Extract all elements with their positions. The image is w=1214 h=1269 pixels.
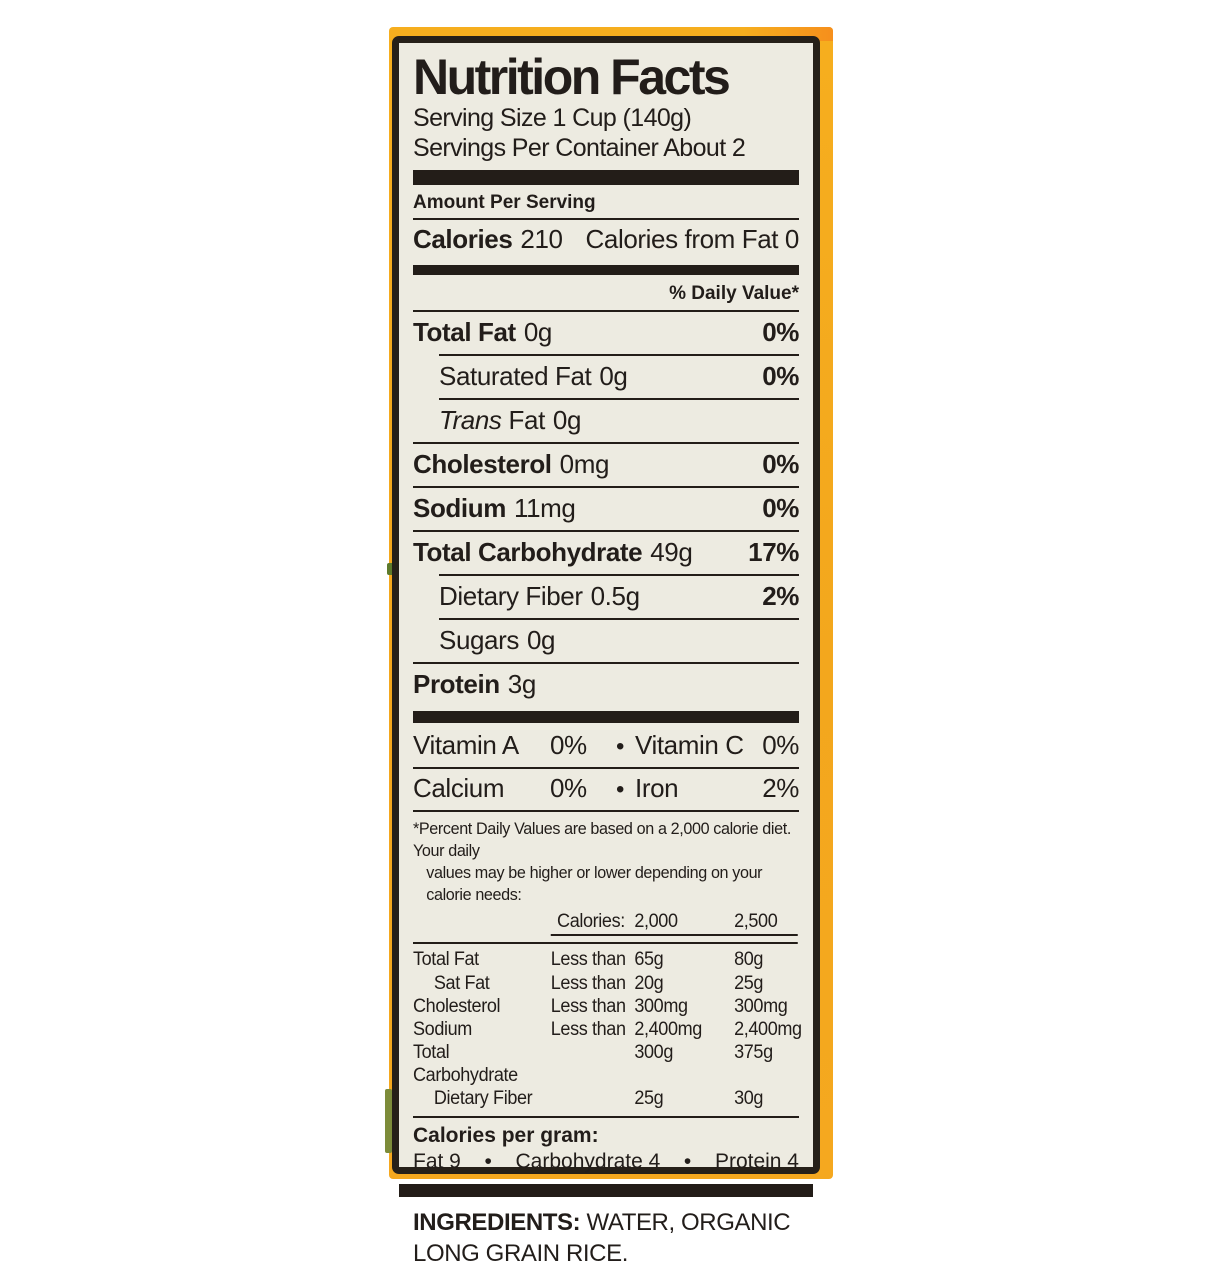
bullet-separator: • bbox=[615, 733, 624, 760]
rule bbox=[413, 218, 799, 220]
servings-per-container: Servings Per Container About 2 bbox=[413, 134, 746, 162]
label-title: Nutrition Facts bbox=[413, 49, 731, 105]
rule bbox=[439, 574, 799, 576]
thick-separator bbox=[413, 265, 799, 275]
daily-value-header: % Daily Value* bbox=[669, 283, 799, 304]
nutrient-row-protein: Protein 3g bbox=[413, 669, 536, 699]
rule bbox=[439, 354, 799, 356]
ingredients-label: INGREDIENTS: bbox=[413, 1208, 581, 1236]
nutrient-row-dietary-fiber: Dietary Fiber 0.5g 2% bbox=[439, 581, 799, 611]
dv-row-cholesterol: Cholesterol Less than 300mg 300mg bbox=[413, 995, 788, 1017]
dv-row-dietary-fiber: Dietary Fiber 25g 30g bbox=[433, 1088, 764, 1110]
package-edge-green-dot bbox=[387, 563, 394, 575]
ingredients-section: INGREDIENTS: WATER, ORGANIC LONG GRAIN R… bbox=[413, 1203, 799, 1269]
amount-per-serving: Amount Per Serving bbox=[413, 192, 596, 213]
dv-table-rows: Total Fat Less than 65g 80g Sat Fat Less… bbox=[413, 942, 802, 1110]
dv-row-total-carbohydrate: Total Carbohydrate 300g 375g bbox=[413, 1042, 773, 1087]
header-underline bbox=[550, 934, 799, 937]
serving-size: Serving Size 1 Cup (140g) bbox=[413, 104, 692, 132]
nutrient-row-sugars: Sugars 0g bbox=[439, 625, 556, 655]
calories-label: Calories bbox=[413, 224, 513, 254]
calories-per-gram-title: Calories per gram: bbox=[413, 1123, 599, 1147]
dv-row-sat-fat: Sat Fat Less than 20g 25g bbox=[433, 972, 764, 994]
calories-row: Calories 210 Calories from Fat 0 bbox=[413, 220, 799, 261]
rule bbox=[413, 662, 799, 664]
rule bbox=[413, 310, 799, 312]
vitamin-row-calcium-iron: Calcium 0% • Iron 2% bbox=[413, 769, 799, 812]
vitamin-row-a-c: Vitamin A 0% • Vitamin C 0% bbox=[413, 726, 799, 769]
dv-table-header: Calories: 2,000 2,500 bbox=[413, 910, 799, 937]
calories-from-fat: Calories from Fat 0 bbox=[585, 224, 800, 254]
rule bbox=[413, 530, 799, 532]
calories-value: 210 bbox=[520, 224, 563, 254]
bullet-separator: • bbox=[615, 776, 624, 803]
thick-separator bbox=[413, 170, 799, 185]
daily-value-footnote: *Percent Daily Values are based on a 2,0… bbox=[413, 819, 791, 905]
ingredients-divider bbox=[399, 1183, 813, 1197]
nutrition-facts-label: Nutrition Facts Serving Size 1 Cup (140g… bbox=[392, 36, 820, 1267]
bullet-separator: • bbox=[683, 1149, 692, 1173]
calories-left: Calories 210 bbox=[413, 224, 563, 255]
rule bbox=[413, 442, 799, 444]
rule bbox=[439, 618, 799, 620]
nutrient-row-sodium: Sodium 11mg 0% bbox=[413, 493, 799, 523]
dv-row-sodium: Sodium Less than 2,400mg 2,400mg bbox=[413, 1018, 802, 1040]
nutrient-row-saturated-fat: Saturated Fat 0g 0% bbox=[439, 361, 799, 391]
rule bbox=[439, 398, 799, 400]
rule bbox=[413, 1115, 799, 1118]
nutrient-row-trans-fat: Trans Fat 0g bbox=[439, 405, 582, 435]
nutrient-row-total-fat: Total Fat 0g 0% bbox=[413, 317, 799, 347]
thick-separator bbox=[413, 711, 799, 723]
calories-per-gram-values: Fat 9 • Carbohydrate 4 • Protein 4 bbox=[413, 1149, 799, 1173]
package-background: Nutrition Facts Serving Size 1 Cup (140g… bbox=[385, 27, 833, 1267]
package-edge-green-sliver bbox=[385, 1089, 392, 1153]
dv-row-total-fat: Total Fat Less than 65g 80g bbox=[413, 949, 764, 971]
daily-values-table: Calories: 2,000 2,500 Total Fat Less tha… bbox=[413, 910, 802, 1110]
nutrient-row-cholesterol: Cholesterol 0mg 0% bbox=[413, 449, 799, 479]
rule bbox=[413, 486, 799, 488]
bullet-separator: • bbox=[484, 1149, 492, 1173]
nutrient-row-total-carbohydrate: Total Carbohydrate 49g 17% bbox=[413, 537, 799, 567]
